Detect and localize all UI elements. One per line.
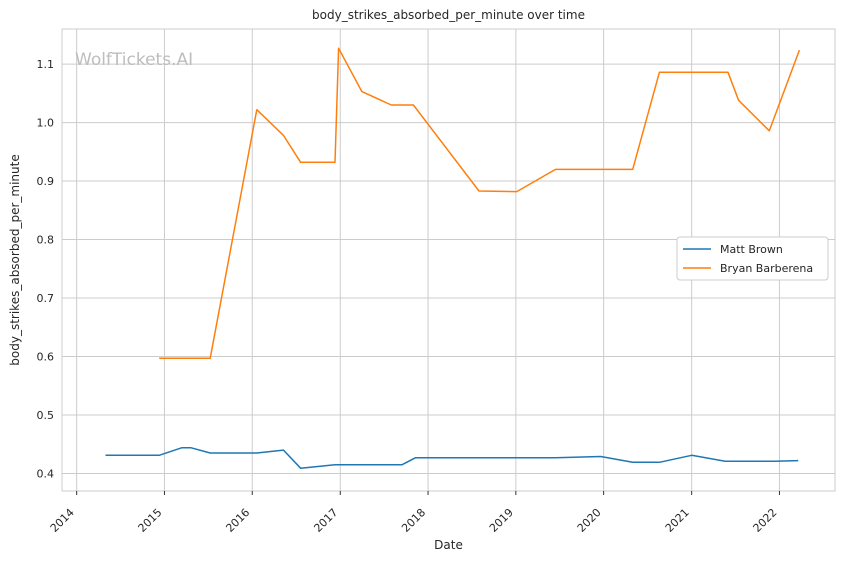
x-tick-label: 2015 — [136, 506, 165, 535]
watermark: WolfTickets.AI — [75, 50, 193, 70]
series-line-matt-brown — [105, 446, 799, 469]
ticks: 0.4 0.5 0.6 0.7 0.8 0.9 1.0 1.1 2014 2015 2016 2017… — [37, 58, 780, 535]
x-tick-label: 2018 — [399, 506, 428, 535]
x-tick-label: 2020 — [575, 506, 604, 535]
x-tick-label: 2021 — [663, 506, 692, 535]
y-axis-title: body_strikes_absorbed_per_minute — [8, 154, 22, 365]
y-tick-label: 0.9 — [37, 175, 55, 188]
chart-title: body_strikes_absorbed_per_minute over ti… — [312, 8, 585, 22]
y-tick-label: 0.7 — [37, 292, 55, 305]
series-lines — [105, 47, 801, 469]
x-tick-label: 2019 — [487, 506, 516, 535]
legend: Matt Brown Bryan Barberena — [676, 236, 829, 281]
x-axis-title: Date — [434, 538, 463, 552]
grid — [62, 29, 835, 491]
plot-frame — [61, 28, 836, 492]
legend-label: Bryan Barberena — [720, 262, 813, 275]
x-tick-label: 2014 — [48, 506, 77, 535]
y-tick-label: 1.0 — [37, 117, 55, 130]
series-line-bryan-barberena — [159, 47, 801, 359]
y-tick-label: 0.8 — [37, 234, 55, 247]
x-tick-label: 2017 — [311, 506, 340, 535]
legend-label: Matt Brown — [720, 243, 783, 256]
y-tick-label: 0.5 — [37, 409, 55, 422]
x-tick-label: 2022 — [751, 506, 780, 535]
legend-box — [676, 236, 829, 281]
y-tick-label: 0.6 — [37, 350, 55, 363]
x-tick-label: 2016 — [223, 506, 252, 535]
y-tick-label: 1.1 — [37, 58, 55, 71]
y-tick-label: 0.4 — [37, 467, 55, 480]
